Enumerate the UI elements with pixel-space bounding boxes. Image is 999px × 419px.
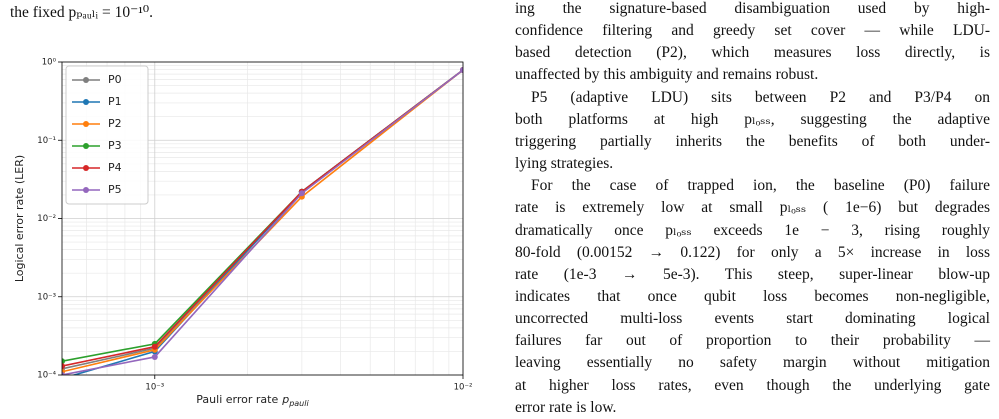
- legend-label: P1: [108, 95, 122, 108]
- text-line: the fixed pₚₐᵤₗᵢ = 10⁻¹⁰.: [10, 4, 154, 21]
- text-line: based detection (P2), which measures los…: [515, 44, 990, 62]
- marker: [62, 372, 65, 375]
- text-line: indicates that once qubit loss becomes n…: [515, 287, 990, 305]
- legend-label: P5: [108, 183, 122, 196]
- x-axis-label: Pauli error rate ppauli: [196, 393, 309, 408]
- series-line: [62, 69, 463, 375]
- text-line: uncorrected multi-loss events start domi…: [515, 310, 990, 328]
- x-axis-label-sub: pauli: [288, 399, 309, 408]
- text-line: at higher loss rates, even though the un…: [515, 376, 990, 394]
- legend-marker: [83, 99, 89, 105]
- x-axis-label-symbol: p: [281, 393, 289, 406]
- plot-frame: [61, 61, 464, 376]
- legend-box: [65, 65, 149, 205]
- legend-label: P2: [108, 117, 122, 130]
- text-line: both platforms at high pₗₒₛₛ, suggesting…: [515, 110, 990, 128]
- text-line: rate is extremely low at small pₗₒₛₛ ( 1…: [515, 199, 990, 217]
- text-line: confidence filtering and greedy set cove…: [515, 22, 990, 40]
- series-layer: [59, 67, 463, 382]
- text-line: ing the signature-based disambiguation u…: [515, 0, 990, 17]
- chart: 10⁻⁴ 10⁻³ 10⁻² 10⁻¹ 10⁰ 10⁻³ 10⁻² P0 P1 P2 P3 P4 P5 P…: [13, 58, 473, 408]
- legend-marker: [83, 77, 89, 83]
- marker: [59, 376, 65, 382]
- text-line: triggering partially inherits the benefi…: [515, 132, 990, 150]
- legend-marker: [83, 143, 89, 149]
- legend-marker: [83, 187, 89, 193]
- text-line: dramatically once pₗₒₛₛ exceeds 1e − 3, …: [515, 221, 990, 239]
- text-line: failures far out of proportion to their …: [515, 332, 990, 350]
- y-axis-label: Logical error rate (LER): [13, 155, 26, 282]
- x-tick-label: 10⁻²: [454, 383, 473, 393]
- y-tick-label: 10⁻²: [37, 214, 56, 224]
- legend-label: P0: [108, 73, 122, 86]
- marker: [62, 363, 65, 370]
- text-line: P5 (adaptive LDU) sits between P2 and P3…: [531, 88, 990, 106]
- y-tick-label: 10⁻⁴: [37, 371, 56, 381]
- legend-label: P4: [108, 161, 122, 174]
- text-line: error rate is low.: [515, 398, 617, 416]
- x-tick-label: 10⁻³: [145, 383, 164, 393]
- marker: [151, 353, 158, 360]
- series-line: [62, 69, 463, 373]
- marker: [62, 358, 65, 365]
- text-line: 80-fold (0.00152 → 0.122) for only a 5× …: [515, 243, 990, 261]
- text-line: lying strategies.: [515, 155, 614, 173]
- x-axis-label-text: Pauli error rate: [196, 393, 278, 406]
- legend-label: P3: [108, 139, 122, 152]
- text-line: leaving essentially no safety margin wit…: [515, 354, 990, 372]
- marker: [151, 343, 158, 350]
- y-tick-label: 10⁰: [42, 58, 57, 68]
- marker: [298, 190, 305, 197]
- legend-marker: [83, 121, 89, 127]
- text-line: unaffected by this ambiguity and remains…: [515, 66, 819, 84]
- text-line: rate (1e-3 → 5e-3). This steep, super-li…: [515, 265, 990, 283]
- marker: [460, 67, 463, 74]
- legend-marker: [83, 165, 89, 171]
- text-line: For the case of trapped ion, the baselin…: [531, 177, 990, 195]
- y-tick-label: 10⁻³: [37, 292, 56, 302]
- y-tick-label: 10⁻¹: [37, 136, 56, 146]
